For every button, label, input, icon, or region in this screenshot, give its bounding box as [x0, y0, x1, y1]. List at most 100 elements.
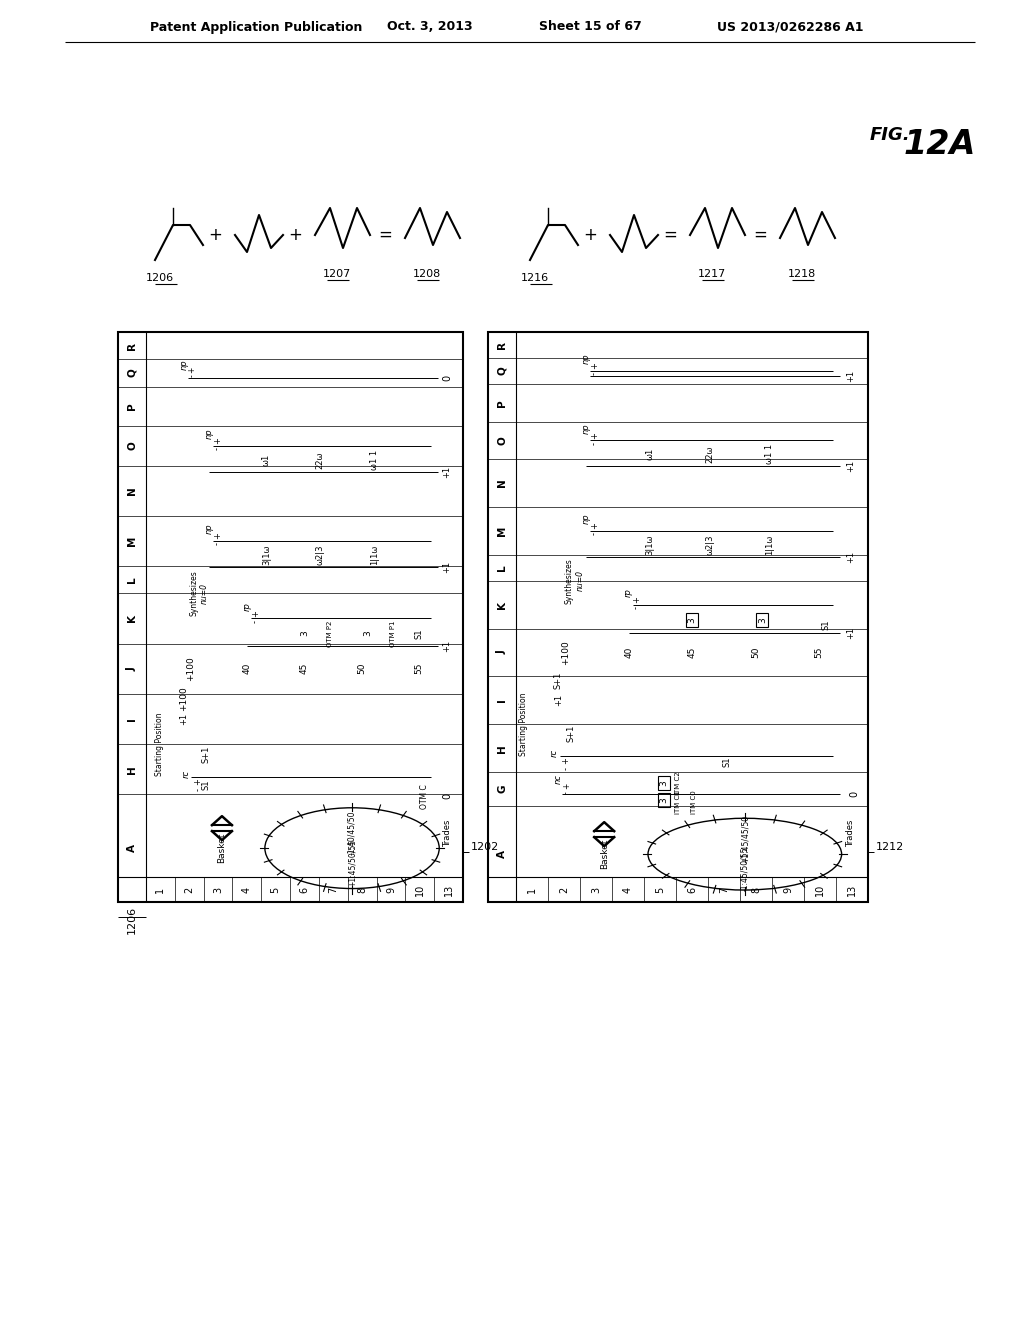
Text: -1:45/50/55: -1:45/50/55: [740, 847, 750, 891]
Text: 1206: 1206: [127, 906, 137, 935]
Text: -: -: [590, 372, 599, 375]
Text: 5: 5: [270, 886, 281, 892]
Text: -: -: [590, 532, 599, 536]
Text: +1: +1: [442, 640, 452, 652]
Text: +: +: [187, 367, 197, 374]
Text: Patent Application Publication: Patent Application Publication: [150, 21, 362, 33]
Text: M: M: [497, 525, 507, 536]
Text: 10: 10: [415, 883, 425, 896]
Text: 9: 9: [783, 887, 793, 892]
Text: 45: 45: [687, 647, 696, 659]
Text: +1: +1: [846, 627, 855, 639]
Text: 3: 3: [758, 616, 767, 623]
Text: np: np: [582, 513, 591, 524]
Text: L: L: [497, 565, 507, 572]
Text: 13: 13: [847, 883, 857, 896]
Text: +1: +1: [442, 466, 452, 478]
Text: 13: 13: [443, 883, 454, 896]
Text: 10: 10: [815, 883, 825, 896]
Text: S1: S1: [821, 619, 830, 630]
Text: 5: 5: [655, 886, 665, 892]
Text: 7: 7: [719, 886, 729, 892]
Text: +1: +1: [554, 694, 563, 706]
Text: -: -: [194, 788, 203, 791]
Text: =: =: [378, 226, 392, 244]
Text: np: np: [179, 359, 188, 370]
Text: 3: 3: [213, 887, 223, 892]
Text: 3: 3: [659, 797, 669, 803]
Text: +: +: [251, 610, 260, 616]
Text: +1: +1: [442, 561, 452, 573]
Text: OTM C: OTM C: [421, 784, 429, 809]
Text: +1:45/45/50: +1:45/45/50: [740, 814, 750, 863]
Text: nu=0: nu=0: [200, 583, 209, 603]
Bar: [657, 793, 670, 808]
Text: 1216: 1216: [521, 273, 549, 282]
Text: Trades: Trades: [442, 820, 452, 847]
Text: 3|1ω: 3|1ω: [262, 545, 271, 565]
Text: Q: Q: [127, 368, 137, 378]
Text: 1217: 1217: [698, 269, 726, 279]
Text: Trades: Trades: [846, 820, 855, 847]
Text: nu=0: nu=0: [575, 570, 585, 591]
Text: 1: 1: [156, 887, 166, 892]
Text: M: M: [127, 536, 137, 546]
Text: +1: +1: [846, 550, 855, 562]
Text: 3: 3: [300, 631, 309, 636]
Text: N: N: [127, 486, 137, 495]
Text: 40: 40: [243, 663, 252, 675]
Text: S1: S1: [202, 779, 211, 789]
Text: rc: rc: [181, 770, 190, 779]
Text: S+1: S+1: [566, 725, 575, 742]
Text: J: J: [127, 667, 137, 671]
Text: +: +: [288, 226, 302, 244]
Bar: [488, 333, 868, 902]
Text: -: -: [562, 791, 570, 793]
Text: 4: 4: [242, 887, 252, 892]
Text: 1218: 1218: [787, 269, 816, 279]
Text: nc: nc: [554, 775, 563, 784]
Text: +1: +1: [179, 713, 188, 725]
Text: 6: 6: [299, 887, 309, 892]
Text: O: O: [497, 436, 507, 445]
Text: Starting Position: Starting Position: [155, 713, 164, 776]
Text: 3: 3: [364, 631, 373, 636]
Text: +: +: [632, 597, 641, 603]
Text: ω2|3: ω2|3: [706, 535, 714, 556]
Text: Oct. 3, 2013: Oct. 3, 2013: [387, 21, 473, 33]
Text: US 2013/0262286 A1: US 2013/0262286 A1: [717, 21, 863, 33]
Text: G: G: [497, 785, 507, 793]
Text: Synthesizes: Synthesizes: [564, 558, 573, 603]
Text: -: -: [632, 606, 641, 610]
Text: K: K: [127, 614, 137, 623]
Text: ITM C0: ITM C0: [691, 791, 697, 814]
Text: -1:40/45/50: -1:40/45/50: [347, 810, 356, 855]
Text: Basket: Basket: [600, 840, 608, 870]
Text: 2: 2: [184, 886, 195, 892]
Text: +1: +1: [846, 370, 855, 381]
Text: +: +: [561, 756, 570, 764]
Text: +: +: [213, 532, 222, 540]
Text: 1212: 1212: [876, 842, 904, 851]
Text: Starting Position: Starting Position: [519, 693, 528, 756]
Text: ω1 1: ω1 1: [765, 445, 774, 465]
Text: -: -: [561, 767, 570, 770]
Text: A: A: [127, 845, 137, 853]
Bar: [118, 333, 463, 902]
Text: -: -: [213, 447, 222, 450]
Text: R: R: [127, 342, 137, 350]
Text: ω1: ω1: [645, 449, 654, 461]
Text: +: +: [590, 523, 599, 529]
Text: 1208: 1208: [413, 269, 441, 279]
Text: +: +: [590, 432, 599, 438]
Text: ITM C2: ITM C2: [675, 771, 681, 795]
Text: S1: S1: [414, 628, 423, 639]
Text: N: N: [497, 479, 507, 487]
Text: 12A: 12A: [904, 128, 976, 161]
Text: -: -: [187, 375, 197, 378]
Text: R: R: [497, 341, 507, 348]
Text: +100: +100: [561, 640, 569, 665]
Text: ITM C1: ITM C1: [675, 791, 681, 814]
Text: ω1 1: ω1 1: [370, 450, 379, 470]
Text: 45: 45: [300, 663, 309, 675]
